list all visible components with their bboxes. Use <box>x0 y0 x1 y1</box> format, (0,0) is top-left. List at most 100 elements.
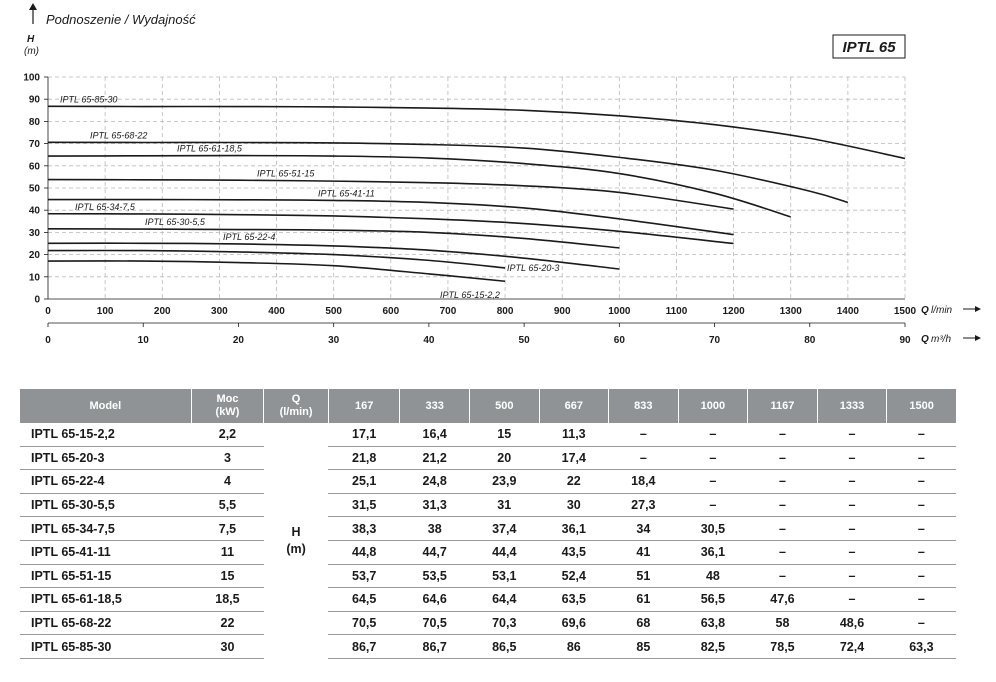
curve-series <box>47 228 620 249</box>
head-value-cell: – <box>747 564 818 589</box>
curve-series <box>47 154 791 218</box>
curve-label: IPTL 65-61-18,5 <box>177 144 243 154</box>
header-model: Model <box>20 389 192 423</box>
head-value-cell: 34 <box>608 516 679 541</box>
head-value-cell: 47,6 <box>747 587 818 612</box>
head-value-cell: – <box>608 423 679 447</box>
table-row: IPTL 65-61-18,5 18,5 64,5 64,6 64,4 63,5 61 56,… <box>20 587 956 612</box>
x2-tick-label: 20 <box>233 335 245 346</box>
head-value-cell: 38,3 <box>328 516 400 541</box>
header-flow: 1333 <box>817 389 888 423</box>
x2-tick-label: 90 <box>899 335 911 346</box>
header-q-name: Q <box>291 393 301 405</box>
table-body: IPTL 65-15-2,2 2,2 H (m) 17,1 16,4 15 11,3– – – – –… <box>20 423 956 659</box>
head-value-cell: – <box>886 611 956 636</box>
head-value-cell: – <box>678 423 748 447</box>
curve-series <box>47 198 734 236</box>
header-flow: 1000 <box>678 389 749 423</box>
x2-tick-label: 10 <box>138 335 150 346</box>
head-value-cell: – <box>747 516 818 541</box>
head-value-cell: 36,1 <box>678 540 748 565</box>
y-tick-label: 20 <box>29 250 41 261</box>
performance-table: Model Moc (kW) Q (l/min) 167 333 500 667… <box>20 389 956 659</box>
head-value-cell: 23,9 <box>469 469 540 494</box>
x-axis-q-symbol: Q <box>921 305 929 316</box>
head-value-cell: 82,5 <box>678 634 748 659</box>
head-value-cell: 70,3 <box>469 611 540 636</box>
head-value-cell: 58 <box>747 611 818 636</box>
power-cell: 3 <box>191 446 264 471</box>
head-value-cell: – <box>886 493 956 518</box>
performance-chart: Podnoszenie / Wydajność H (m) IPTL 65 0 1… <box>23 3 981 346</box>
head-value-cell: 53,7 <box>328 564 400 589</box>
head-value-cell: – <box>817 587 887 612</box>
x-tick-label: 1500 <box>894 306 917 317</box>
model-cell: IPTL 65-34-7,5 <box>20 516 192 541</box>
x-tick-label: 400 <box>268 306 285 317</box>
curve-series <box>47 141 849 204</box>
header-q: Q (l/min) <box>263 389 329 423</box>
curve-series <box>47 249 506 269</box>
head-value-cell: 30,5 <box>678 516 748 541</box>
head-value-cell: 31 <box>469 493 540 518</box>
head-value-cell: – <box>886 469 956 494</box>
head-value-cell: 20 <box>469 446 540 471</box>
head-value-cell: 27,3 <box>608 493 679 518</box>
grid <box>47 76 906 300</box>
head-value-cell: – <box>747 423 818 447</box>
head-value-cell: – <box>608 446 679 471</box>
head-value-cell: 48,6 <box>817 611 887 636</box>
header-flow: 1500 <box>886 389 956 423</box>
head-value-cell: 70,5 <box>399 611 470 636</box>
table-header-row: Model Moc (kW) Q (l/min) 167 333 500 667… <box>20 389 956 423</box>
table-row: IPTL 65-22-4 4 25,1 24,8 23,9 22 18,4– – – – <box>20 469 956 494</box>
power-cell: 5,5 <box>191 493 264 518</box>
h-label: H <box>291 524 301 539</box>
head-value-cell: 69,6 <box>539 611 609 636</box>
head-value-cell: 44,8 <box>328 540 400 565</box>
head-value-cell: – <box>817 516 887 541</box>
power-cell: 15 <box>191 564 264 589</box>
head-value-cell: 48 <box>678 564 748 589</box>
head-value-cell: 86,5 <box>469 634 540 659</box>
model-cell: IPTL 65-41-11 <box>20 540 192 565</box>
head-value-cell: 78,5 <box>747 634 818 659</box>
x2-tick-label: 80 <box>804 335 816 346</box>
power-cell: 22 <box>191 611 264 636</box>
x2-axis-ticks: 0 10 20 30 40 50 60 70 80 90 <box>45 323 911 346</box>
head-value-cell: 63,8 <box>678 611 748 636</box>
head-value-cell: 25,1 <box>328 469 400 494</box>
x-tick-label: 1400 <box>837 306 860 317</box>
curve-label: IPTL 65-15-2,2 <box>440 290 500 300</box>
table-row: IPTL 65-30-5,5 5,5 31,5 31,3 31 30 27,3– – – – <box>20 493 956 518</box>
head-value-cell: 43,5 <box>539 540 609 565</box>
head-value-cell: – <box>817 423 887 447</box>
head-value-cell: 22 <box>539 469 609 494</box>
x2-tick-label: 60 <box>614 335 626 346</box>
header-power-name: Moc <box>216 393 239 405</box>
x-tick-label: 700 <box>440 306 457 317</box>
x-tick-label: 1200 <box>722 306 745 317</box>
x2-axis-q-symbol: Q <box>921 334 929 345</box>
head-value-cell: 15 <box>469 423 540 447</box>
head-value-cell: 30 <box>539 493 609 518</box>
head-value-cell: 24,8 <box>399 469 470 494</box>
head-value-cell: – <box>747 446 818 471</box>
head-value-cell: 11,3 <box>539 423 609 447</box>
x-axis-ticks: 0 100 200 300 400 500 600 700 800 900 1000 1100 1200… <box>45 306 916 317</box>
model-cell: IPTL 65-51-15 <box>20 564 192 589</box>
x2-tick-label: 0 <box>45 335 51 346</box>
head-value-cell: 31,5 <box>328 493 400 518</box>
curve-label: IPTL 65-22-4 <box>223 232 275 242</box>
head-value-cell: 21,2 <box>399 446 470 471</box>
head-value-cell: 70,5 <box>328 611 400 636</box>
header-power-unit: (kW) <box>215 406 240 418</box>
head-value-cell: 44,4 <box>469 540 540 565</box>
curve-label: IPTL 65-51-15 <box>257 168 315 178</box>
head-value-cell: 44,7 <box>399 540 470 565</box>
header-power: Moc (kW) <box>191 389 265 423</box>
title-arrow-icon <box>29 3 37 24</box>
header-q-unit: (l/min) <box>279 406 313 418</box>
power-cell: 7,5 <box>191 516 264 541</box>
header-flow: 167 <box>328 389 401 423</box>
